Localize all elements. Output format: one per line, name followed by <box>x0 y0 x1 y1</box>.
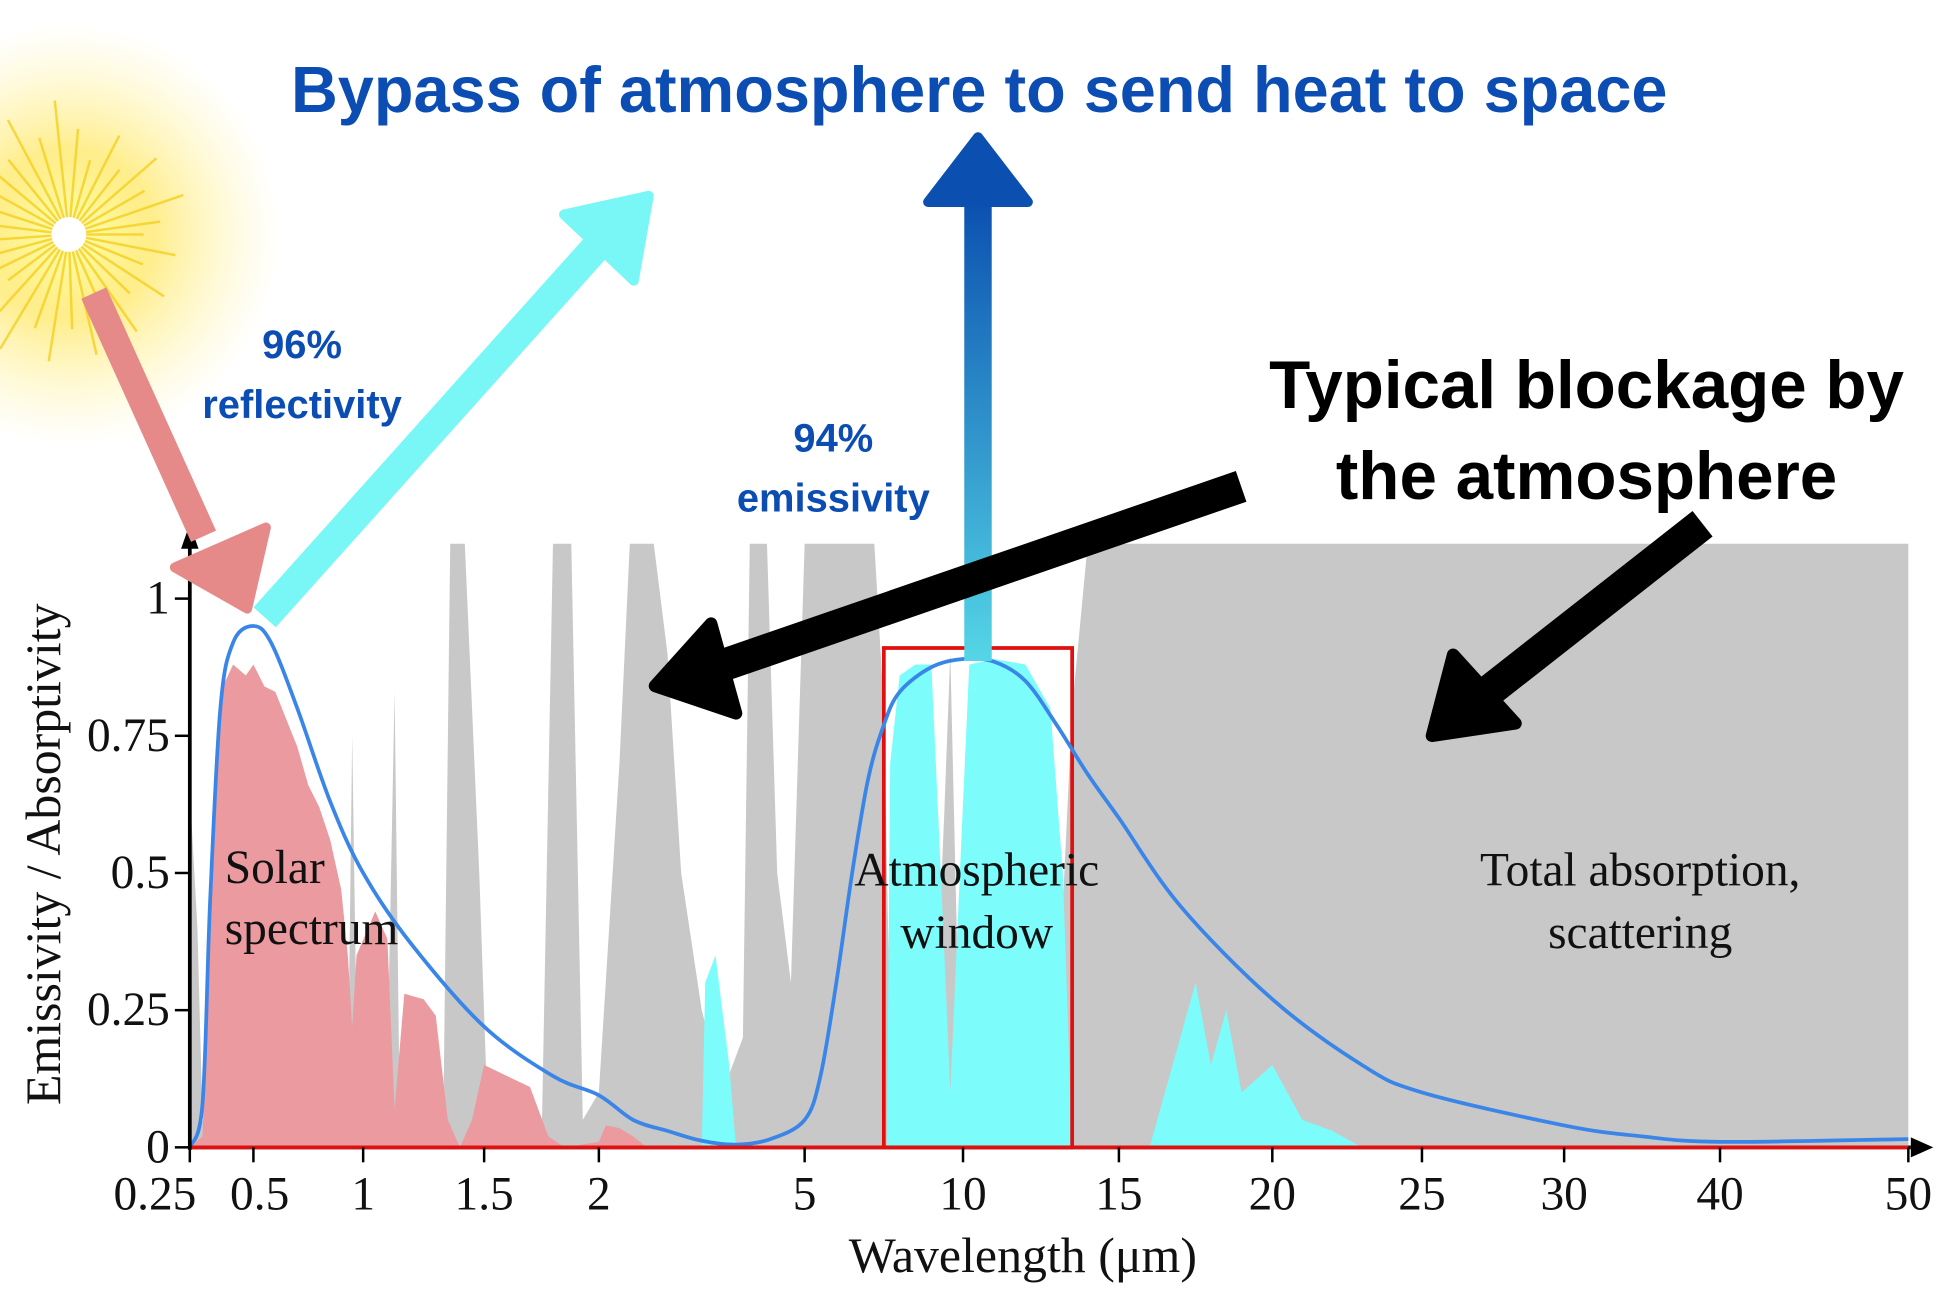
x-tick-label: 0.25 <box>113 1169 196 1221</box>
x-tick-label: 15 <box>1095 1169 1142 1221</box>
sun-ray <box>68 157 158 236</box>
x-tick-label: 2 <box>587 1169 611 1221</box>
sun-icon <box>0 22 281 447</box>
x-tick-label: 1 <box>351 1169 375 1221</box>
x-tick-label: 5 <box>793 1169 817 1221</box>
sun-ray <box>6 119 70 236</box>
sun-ray <box>0 233 70 350</box>
y-axis-label: Emissivity / Absorptivity <box>16 603 71 1105</box>
sun-ray <box>53 100 71 235</box>
sun-ray <box>0 233 69 241</box>
sun-ray <box>47 234 71 362</box>
emissivity-percent: 94% <box>793 416 873 460</box>
sun-ray <box>0 233 70 270</box>
emissivity-curve-layer <box>188 624 1909 1149</box>
y-ticks: 0 0.25 0.5 0.75 1 <box>87 573 190 1173</box>
x-tick-label: 0.5 <box>230 1169 289 1221</box>
blockage-label-line1: Typical blockage by <box>1269 348 1904 423</box>
page-title: Bypass of atmosphere to send heat to spa… <box>291 53 1668 126</box>
emissivity-label: emissivity <box>737 476 930 520</box>
blockage-label-line2: the atmosphere <box>1336 439 1837 514</box>
reflected-light-arrow <box>253 190 654 628</box>
x-axis-label: Wavelength (μm) <box>849 1228 1197 1283</box>
solar-spectrum-area <box>189 664 1909 1148</box>
x-tick-label: 25 <box>1398 1169 1445 1221</box>
x-tick-label: 40 <box>1696 1169 1743 1221</box>
reflectivity-label: reflectivity <box>202 383 402 427</box>
blockage-arrow-right <box>1425 511 1713 743</box>
y-tick-label: 0.5 <box>111 847 170 899</box>
emissivity-curve <box>188 624 1909 1149</box>
x-axis-arrow-icon <box>1910 1137 1934 1158</box>
x-tick-label: 10 <box>939 1169 986 1221</box>
y-tick-label: 0 <box>146 1121 170 1173</box>
sun-ray <box>68 233 165 298</box>
incoming-sunlight-arrow <box>81 287 271 614</box>
total-absorption-line1: Total absorption, <box>1480 844 1800 896</box>
sun-ray <box>0 210 70 236</box>
sun-ray <box>67 128 80 235</box>
sun-ray <box>0 175 70 236</box>
sun-ray <box>67 233 138 333</box>
x-tick-label: 30 <box>1540 1169 1587 1221</box>
sun-ray <box>68 233 176 257</box>
total-absorption-line2: scattering <box>1548 907 1732 959</box>
window-transmission-area <box>701 658 1909 1148</box>
blockage-arrow-left <box>648 471 1247 720</box>
reflectivity-percent: 96% <box>262 323 342 367</box>
x-ticks: 0.25 0.5 1 1.5 2 5 10 15 20 25 30 40 50 <box>113 1147 1932 1221</box>
sun-ray <box>68 193 184 236</box>
x-tick-label: 20 <box>1249 1169 1296 1221</box>
y-tick-label: 0.75 <box>87 710 170 762</box>
window-label-line2: window <box>900 907 1053 959</box>
x-tick-label: 50 <box>1885 1169 1932 1221</box>
window-label-line1: Atmospheric <box>854 844 1099 896</box>
y-tick-label: 0.25 <box>87 984 170 1036</box>
sun-ray <box>67 234 98 356</box>
window-transmission-fill <box>701 658 1909 1148</box>
solar-spectrum-fill <box>189 664 1909 1148</box>
x-tick-label: 1.5 <box>455 1169 514 1221</box>
sun-ray <box>67 134 121 236</box>
solar-label-line2: spectrum <box>225 903 399 955</box>
solar-label-line1: Solar <box>225 842 325 894</box>
y-tick-label: 1 <box>146 573 170 625</box>
